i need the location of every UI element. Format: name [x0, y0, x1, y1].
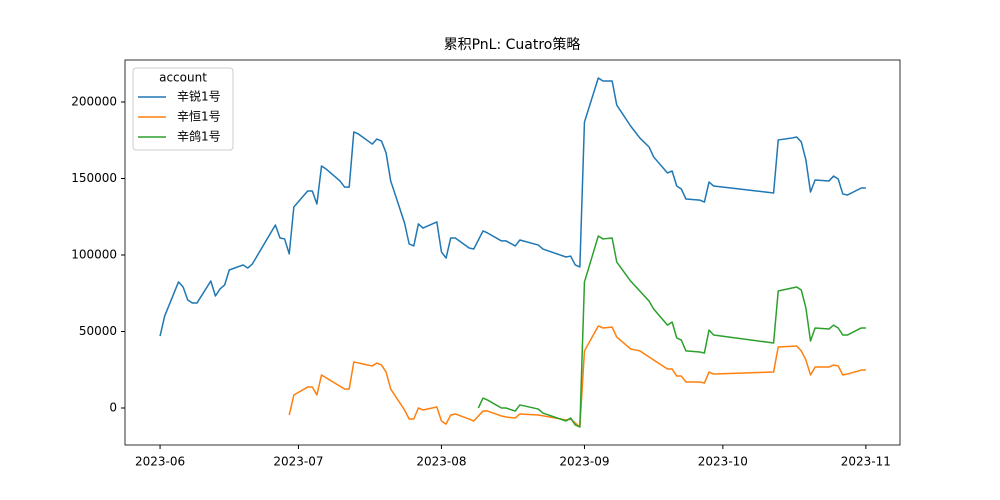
legend-box [132, 67, 234, 151]
x-tick-label: 2023-09 [559, 455, 609, 469]
legend-label: 辛恒1号 [177, 110, 221, 124]
x-tick-label: 2023-10 [698, 455, 748, 469]
plot-frame [124, 59, 901, 446]
legend-label: 辛鸽1号 [177, 129, 221, 144]
series-line [159, 77, 866, 337]
x-tick-label: 2023-11 [841, 455, 891, 469]
y-tick-label: 150000 [71, 171, 117, 185]
legend-title: account [159, 71, 207, 85]
series-line [288, 325, 866, 428]
legend-label: 辛锐1号 [177, 90, 221, 104]
y-tick-label: 100000 [71, 248, 117, 262]
chart-title: 累积PnL: Cuatro策略 [444, 36, 581, 53]
x-tick-label: 2023-07 [273, 455, 323, 469]
y-tick-label: 0 [109, 401, 117, 415]
y-tick-label: 50000 [79, 324, 117, 338]
x-tick-label: 2023-08 [416, 455, 466, 469]
x-tick-label: 2023-06 [135, 455, 185, 469]
series-line [477, 235, 866, 428]
y-tick-label: 200000 [71, 94, 117, 108]
